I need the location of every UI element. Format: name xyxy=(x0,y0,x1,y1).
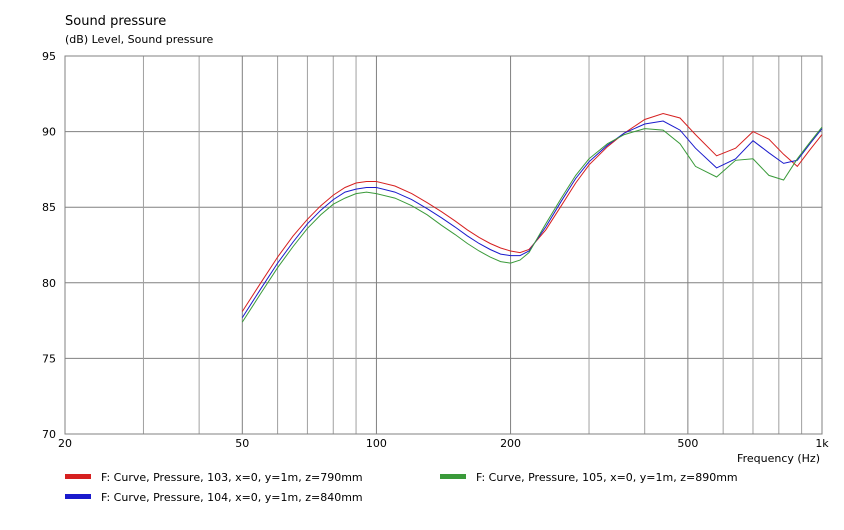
legend-label: F: Curve, Pressure, 103, x=0, y=1m, z=79… xyxy=(101,471,363,484)
legend-swatch xyxy=(65,494,91,499)
y-tick-label: 95 xyxy=(42,50,56,63)
grid-lines xyxy=(64,55,823,435)
x-axis-label: Frequency (Hz) xyxy=(737,452,820,465)
y-tick-label: 70 xyxy=(42,428,56,441)
series-line xyxy=(241,120,823,318)
y-tick-label: 80 xyxy=(42,277,56,290)
x-axis-ticks: 20 50 100 200 500 1k xyxy=(58,437,829,450)
y-tick-label: 90 xyxy=(42,126,56,139)
chart-subtitle: (dB) Level, Sound pressure xyxy=(65,33,214,46)
y-axis-ticks: 95 90 85 80 75 70 xyxy=(42,50,56,441)
legend-label: F: Curve, Pressure, 105, x=0, y=1m, z=89… xyxy=(476,471,738,484)
x-tick-label: 20 xyxy=(58,437,72,450)
x-tick-label: 1k xyxy=(815,437,829,450)
x-tick-label: 50 xyxy=(235,437,249,450)
x-tick-label: 200 xyxy=(500,437,521,450)
series-lines xyxy=(241,112,823,323)
plot-frame xyxy=(64,55,823,435)
legend-label: F: Curve, Pressure, 104, x=0, y=1m, z=84… xyxy=(101,491,363,504)
x-tick-label: 100 xyxy=(366,437,387,450)
legend-swatch xyxy=(440,474,466,479)
x-tick-label: 500 xyxy=(677,437,698,450)
y-tick-label: 85 xyxy=(42,201,56,214)
series-line xyxy=(241,126,823,323)
series-line xyxy=(241,112,823,312)
chart-title: Sound pressure xyxy=(65,14,166,29)
legend: F: Curve, Pressure, 103, x=0, y=1m, z=79… xyxy=(65,471,738,504)
legend-swatch xyxy=(65,474,91,479)
y-tick-label: 75 xyxy=(42,352,56,365)
